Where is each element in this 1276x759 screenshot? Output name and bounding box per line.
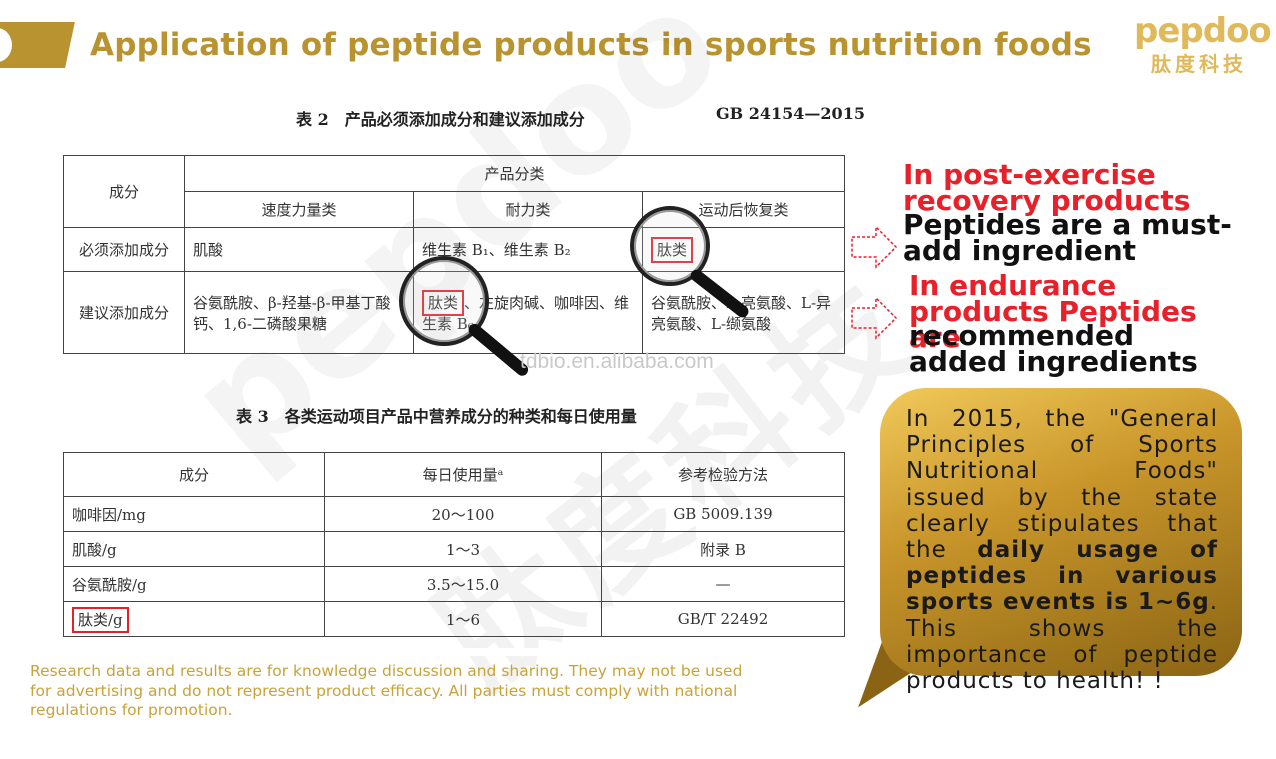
table3-ingredient: 谷氨酰胺/g <box>63 566 325 602</box>
logo-wordmark: pepdoo <box>1134 11 1272 51</box>
bubble-text-part1: In 2015, the "General Principles of Spor… <box>906 406 1218 564</box>
table3-cutoff <box>63 648 845 656</box>
table2-col-endurance: 耐力类 <box>413 191 643 228</box>
table3-method: — <box>601 566 845 602</box>
table2-standard: GB 24154—2015 <box>716 104 865 123</box>
table3-method: GB/T 22492 <box>601 601 845 637</box>
brand-logo: pepdoo 肽度科技 <box>1134 11 1272 82</box>
logo-chinese: 肽度科技 <box>1151 52 1247 76</box>
table3-header: 成分 <box>63 452 325 497</box>
bubble-text-part2: . This shows the importance of peptide p… <box>906 589 1218 695</box>
table2-col-speed: 速度力量类 <box>184 191 414 228</box>
bubble-text: In 2015, the "General Principles of Spor… <box>906 406 1218 694</box>
table2-cell: 维生素 B₁、维生素 B₂ <box>413 227 643 272</box>
table-row: 谷氨酰胺/g 3.5～15.0 — <box>63 566 845 602</box>
table2-caption: 表 2 产品必须添加成分和建议添加成分 <box>296 110 585 129</box>
callout-recovery-title: In post-exercise recovery products <box>903 158 1191 217</box>
table2-cell: 肌酸 <box>184 227 414 272</box>
table-3: 成分 每日使用量ᵃ 参考检验方法 咖啡因/mg 20～100 GB 5009.1… <box>63 452 845 637</box>
callout-recovery-text: Peptides are a must-add ingredient <box>903 208 1232 267</box>
table-row: 咖啡因/mg 20～100 GB 5009.139 <box>63 496 845 532</box>
table3-daily: 20～100 <box>324 496 602 532</box>
table3-ingredient: 咖啡因/mg <box>63 496 325 532</box>
table3-header: 每日使用量ᵃ <box>324 452 602 497</box>
header-accent-bar <box>0 22 80 68</box>
callout-endurance-text: recommended added ingredients <box>909 319 1198 378</box>
table3-daily: 3.5～15.0 <box>324 566 602 602</box>
table-row: 肌酸/g 1～3 附录 B <box>63 531 845 567</box>
disclaimer: Research data and results are for knowle… <box>30 662 743 719</box>
page-title: Application of peptide products in sport… <box>90 27 1092 63</box>
table2-group-header: 产品分类 <box>184 155 845 192</box>
table3-method: 附录 B <box>601 531 845 567</box>
table-row: 肽类/g 1～6 GB/T 22492 <box>63 601 845 637</box>
table3-daily: 1～3 <box>324 531 602 567</box>
highlight-box: 肽类/g <box>72 606 129 633</box>
table3-ingredient: 肌酸/g <box>63 531 325 567</box>
table3-caption: 表 3 各类运动项目产品中营养成分的种类和每日使用量 <box>236 407 637 426</box>
table2-row-label: 必须添加成分 <box>63 227 185 272</box>
watermark-site: tdbio.en.alibaba.com <box>520 350 714 373</box>
table2-corner-header: 成分 <box>63 155 185 228</box>
info-bubble <box>880 388 1242 676</box>
table3-ingredient-highlight: 肽类/g <box>63 601 325 637</box>
callout-endurance-title: In endurance products Peptides are <box>909 269 1197 354</box>
table3-method: GB 5009.139 <box>601 496 845 532</box>
arrow-right-icon <box>851 225 898 269</box>
table2-row-label: 建议添加成分 <box>63 271 185 354</box>
table3-daily: 1～6 <box>324 601 602 637</box>
table-2: 成分 产品分类 速度力量类 耐力类 运动后恢复类 必须添加成分 肌酸 维生素 B… <box>63 155 845 354</box>
arrow-right-icon <box>851 296 898 340</box>
table2-cell: 谷氨酰胺、β-羟基-β-甲基丁酸钙、1,6-二磷酸果糖 <box>184 271 414 354</box>
table3-header: 参考检验方法 <box>601 452 845 497</box>
bubble-text-bold: daily usage of peptides in various sport… <box>906 537 1218 616</box>
